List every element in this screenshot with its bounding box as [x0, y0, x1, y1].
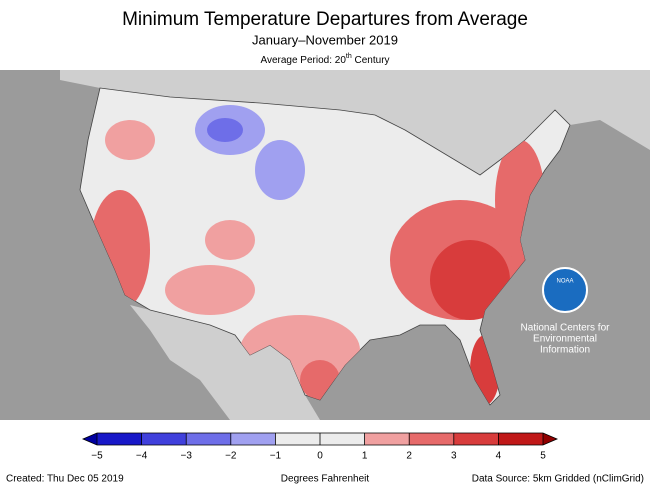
source: Data Source: 5km Gridded (nClimGrid)	[472, 474, 644, 485]
warm-area	[165, 265, 255, 315]
period-prefix: Average Period: 20	[260, 55, 346, 66]
logo-line: National Centers for	[521, 323, 611, 334]
colorbar-bin	[409, 433, 454, 445]
period-sup: th	[346, 53, 352, 60]
period-suffix: Century	[352, 55, 390, 66]
legend-label: Degrees Fahrenheit	[281, 474, 370, 485]
colorbar-tick-label: 2	[406, 451, 412, 462]
warm-area	[105, 120, 155, 160]
colorbar: −5 −4 −3 −2 −1 0 1 2 3 4 5	[81, 432, 559, 462]
colorbar-bin	[230, 433, 276, 445]
colorbar-bin	[453, 433, 499, 445]
logo-lines: National Centers forEnvironmentalInforma…	[521, 323, 611, 356]
logo-line: Environmental	[533, 334, 597, 345]
colorbar-tick-label: 5	[540, 451, 546, 462]
colorbar-tick-label: −2	[225, 451, 237, 462]
title: Minimum Temperature Departures from Aver…	[122, 9, 528, 30]
colorbar-over	[543, 433, 557, 445]
colorbar-tick-label: 3	[451, 451, 457, 462]
colorbar-bin	[141, 433, 187, 445]
colorbar-bin	[364, 433, 410, 445]
colorbar-bin	[498, 433, 543, 445]
logo-text: NOAA	[556, 279, 573, 285]
colorbar-bin	[320, 433, 365, 445]
colorbar-bin	[97, 433, 142, 445]
colorbar-under	[83, 433, 97, 445]
cool-area	[255, 140, 305, 200]
logo-badge	[542, 267, 588, 313]
colorbar-tick-label: −5	[91, 451, 103, 462]
colorbar-tick-label: 1	[362, 451, 368, 462]
created: Created: Thu Dec 05 2019	[6, 474, 124, 485]
period: Average Period: 20th Century	[260, 53, 389, 66]
colorbar-bin	[275, 433, 320, 445]
warm-area	[430, 240, 510, 320]
cool-area	[207, 118, 243, 142]
logo-line: Information	[540, 345, 590, 356]
colorbar-tick-label: −1	[270, 451, 282, 462]
subtitle: January–November 2019	[252, 32, 398, 47]
colorbar-tick-label: −4	[136, 451, 148, 462]
colorbar-tick-label: 0	[317, 451, 323, 462]
map: NOAA National Centers forEnvironmentalIn…	[0, 70, 650, 420]
colorbar-tick-label: 4	[496, 451, 502, 462]
mexico	[130, 305, 320, 420]
warm-area	[205, 220, 255, 260]
colorbar-bin	[186, 433, 231, 445]
colorbar-tick-label: −3	[180, 451, 192, 462]
